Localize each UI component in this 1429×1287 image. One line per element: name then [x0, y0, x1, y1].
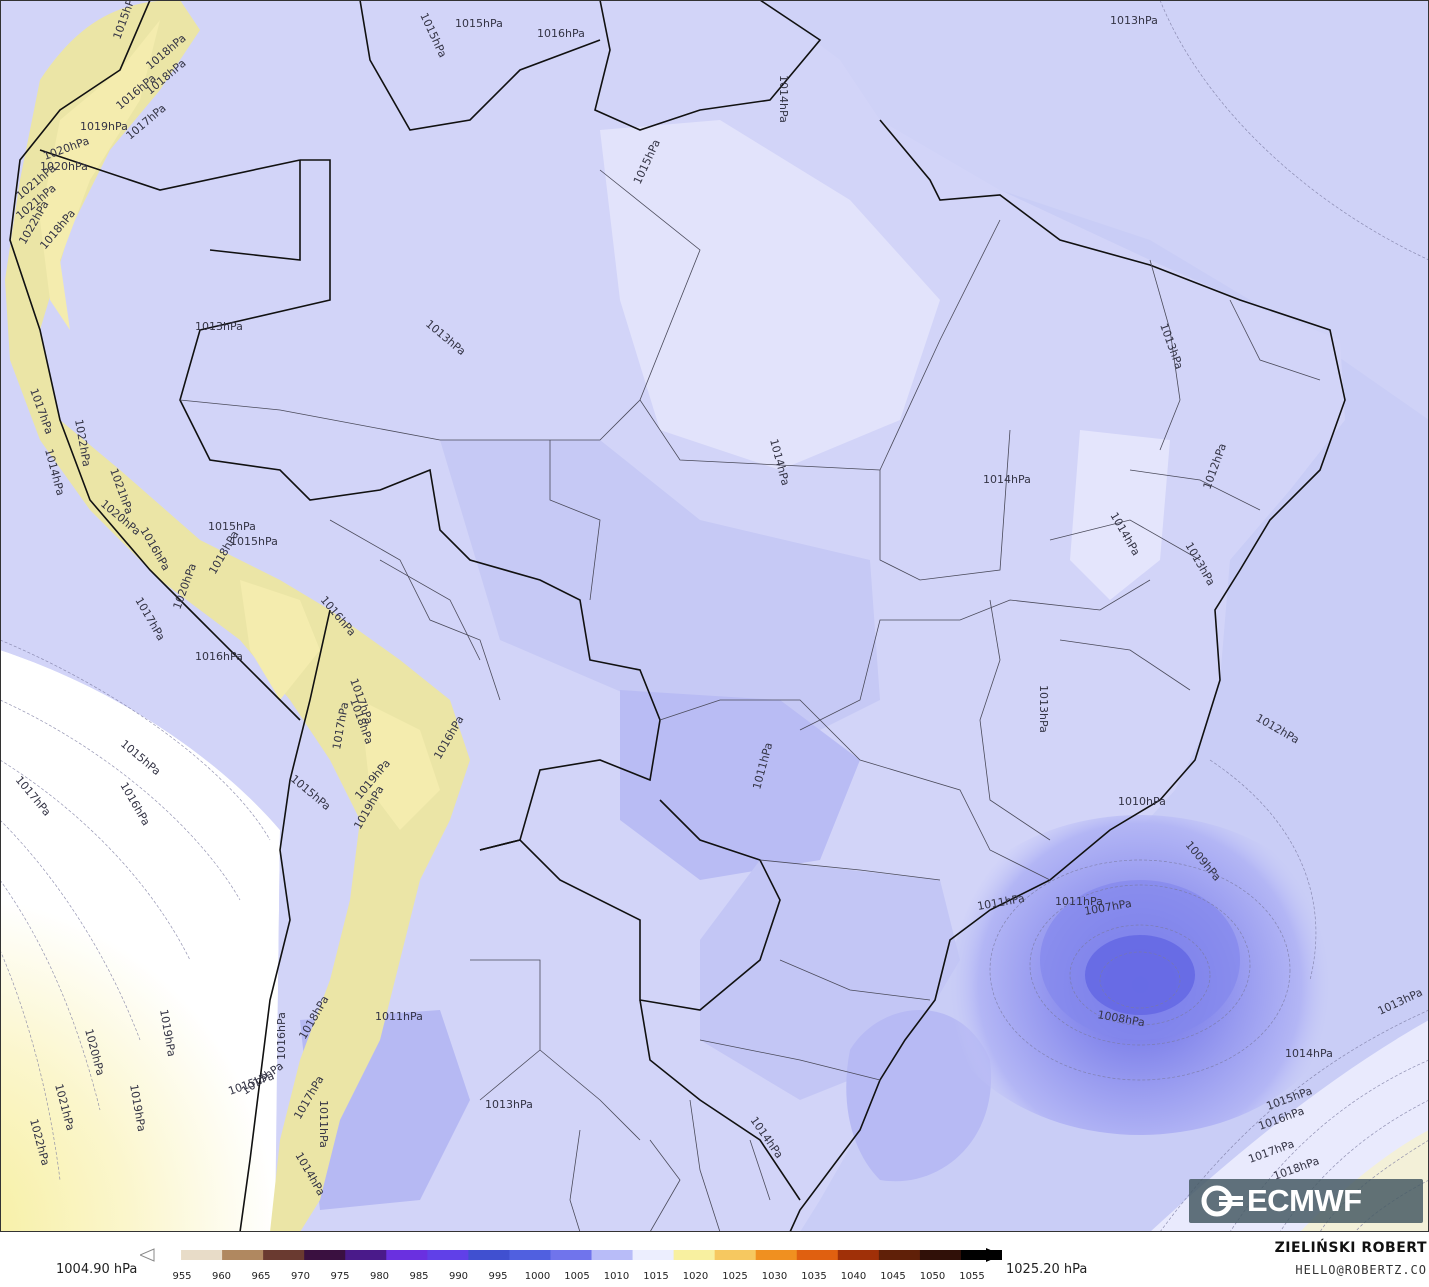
colorbar-tick-label: 1005	[564, 1271, 590, 1282]
isobar-label: 1015hPa	[208, 520, 256, 533]
andes-ridge	[5, 0, 470, 1232]
isobar-label: 1011hPa	[375, 1010, 423, 1023]
colorbar-tick-label: 1030	[761, 1271, 788, 1282]
colorbar-ticks: 955 960 965 970 975 980 985 990 995 1000 1005 1010 1…	[140, 1271, 1002, 1285]
colorbar-segment	[591, 1250, 634, 1260]
colorbar-segment	[140, 1250, 182, 1260]
isobar-label: 1020hPa	[40, 160, 88, 173]
amazon-light-zone	[600, 120, 940, 470]
colorbar-max-arrow	[986, 1248, 1002, 1262]
isobar-label: 1014hPa	[777, 75, 790, 123]
colorbar-segment	[796, 1250, 839, 1260]
colorbar-tick-label: 1045	[880, 1271, 906, 1282]
political-borders	[9, 0, 1346, 1232]
colorbar-segment	[878, 1250, 921, 1260]
colorbar-segment	[714, 1250, 757, 1260]
colorbar-segment	[550, 1250, 593, 1260]
colorbar-segment	[919, 1250, 962, 1260]
colorbar-segment	[181, 1250, 223, 1260]
colorbar-tick-label: 960	[211, 1271, 232, 1282]
colorbar-tick-label: 1010	[603, 1271, 630, 1282]
colorbar-segment	[632, 1250, 675, 1260]
colorbar-tick-label: 1050	[919, 1271, 946, 1282]
isobar-label: 1011hPa	[317, 1100, 330, 1148]
colorbar-segment	[755, 1250, 798, 1260]
isobar-label: 1013hPa	[1110, 14, 1158, 27]
pressure-map: 1013hPa 1015hPa 1016hPa 1015hPa 1014hPa 1015h…	[0, 0, 1429, 1232]
isobar-label: 1019hPa	[80, 120, 128, 133]
isobar-label: 1015hPa	[230, 535, 278, 548]
colorbar-segment	[222, 1250, 264, 1260]
colorbar-tick-label: 975	[330, 1271, 350, 1282]
isobar-label: 1013hPa	[195, 320, 243, 333]
colorbar-segment	[345, 1250, 387, 1260]
author-email: HELLO@ROBERTZ.CO	[1295, 1263, 1427, 1277]
isobar-label: 1015hPa	[455, 17, 503, 30]
isobar-label: 1016hPa	[537, 27, 585, 40]
colorbar-tick-label: 955	[172, 1271, 192, 1282]
colorbar-segment	[263, 1250, 305, 1260]
colorbar-tick-label: 1040	[840, 1271, 867, 1282]
author-name: ZIELIŃSKI ROBERT	[1274, 1240, 1427, 1256]
colorbar-segment	[468, 1250, 510, 1260]
pacific-high-area	[0, 780, 280, 1232]
parana-low-zone	[620, 690, 860, 880]
central-medium-zone	[440, 440, 880, 740]
colorbar-segment	[386, 1250, 428, 1260]
colorbar-tick-label: 1025	[722, 1271, 748, 1282]
ecmwf-logo-icon	[1201, 1185, 1243, 1217]
north-atlantic-region	[760, 0, 1429, 420]
isobar-label: 1016hPa	[275, 1012, 288, 1060]
colorbar-tick-label: 990	[448, 1271, 469, 1282]
colorbar-tick-label: 1015	[643, 1271, 669, 1282]
state-borders	[179, 169, 1321, 1232]
colorbar-segment	[960, 1250, 1002, 1260]
pressure-colorbar	[140, 1248, 1002, 1262]
colorbar-segment	[509, 1250, 551, 1260]
isobar-label: 1014hPa	[1285, 1047, 1333, 1060]
colorbar-tick-label: 1055	[959, 1271, 985, 1282]
colorbar-min-arrow	[140, 1248, 155, 1262]
colorbar-tick-label: 980	[369, 1271, 390, 1282]
colorbar-tick-label: 1020	[682, 1271, 709, 1282]
colorbar-tick-label: 1035	[801, 1271, 827, 1282]
andes-peaks	[40, 20, 440, 830]
ecmwf-logo-text: ECMWF	[1247, 1183, 1362, 1218]
isobar-label: 1013hPa	[1037, 685, 1050, 733]
colorbar-segment	[837, 1250, 880, 1260]
isobar-label: 1014hPa	[983, 473, 1031, 486]
colorbar-tick-label: 970	[290, 1271, 311, 1282]
isobar-label: 1011hPa	[1055, 895, 1103, 908]
colorbar-segment	[427, 1250, 469, 1260]
isobar-label: 1013hPa	[485, 1098, 533, 1111]
colorbar-segment	[304, 1250, 346, 1260]
colorbar-tick-label: 995	[488, 1271, 508, 1282]
legend-max-label: 1025.20 hPa	[1006, 1262, 1088, 1277]
southern-ocean-low	[846, 1010, 992, 1182]
ecmwf-logo: ECMWF	[1189, 1179, 1423, 1223]
offshore-low-core	[1085, 935, 1195, 1015]
colorbar-tick-label: 1000	[524, 1271, 551, 1282]
isobar-label: 1016hPa	[195, 650, 243, 663]
isobar-label: 1010hPa	[1118, 795, 1166, 808]
legend-min-label: 1004.90 hPa	[56, 1262, 138, 1277]
colorbar-tick-label: 965	[251, 1271, 271, 1282]
colorbar-tick-label: 985	[409, 1271, 429, 1282]
colorbar-segment	[673, 1250, 716, 1260]
